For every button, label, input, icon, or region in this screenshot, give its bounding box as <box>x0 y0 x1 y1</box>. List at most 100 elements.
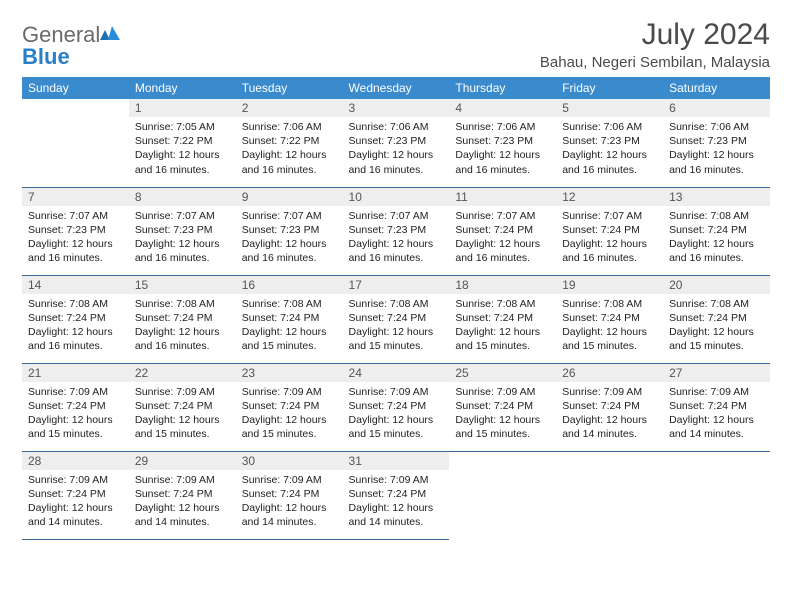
logo-text-blue: Blue <box>22 44 70 69</box>
calendar-day-cell: 12Sunrise: 7:07 AMSunset: 7:24 PMDayligh… <box>556 187 663 275</box>
day-number: 25 <box>449 364 556 382</box>
calendar-day-cell: 17Sunrise: 7:08 AMSunset: 7:24 PMDayligh… <box>343 275 450 363</box>
logo: General Blue <box>22 18 122 68</box>
day-details: Sunrise: 7:09 AMSunset: 7:24 PMDaylight:… <box>22 382 129 446</box>
day-number: 20 <box>663 276 770 294</box>
day-details: Sunrise: 7:09 AMSunset: 7:24 PMDaylight:… <box>22 470 129 534</box>
calendar-day-cell: 31Sunrise: 7:09 AMSunset: 7:24 PMDayligh… <box>343 451 450 539</box>
weekday-header: Saturday <box>663 77 770 99</box>
day-number: 13 <box>663 188 770 206</box>
calendar-day-cell: 30Sunrise: 7:09 AMSunset: 7:24 PMDayligh… <box>236 451 343 539</box>
calendar-day-cell: 7Sunrise: 7:07 AMSunset: 7:23 PMDaylight… <box>22 187 129 275</box>
month-title: July 2024 <box>540 18 770 52</box>
weekday-header: Thursday <box>449 77 556 99</box>
day-number: 6 <box>663 99 770 117</box>
weekday-header: Tuesday <box>236 77 343 99</box>
day-number: 19 <box>556 276 663 294</box>
calendar-week-row: 28Sunrise: 7:09 AMSunset: 7:24 PMDayligh… <box>22 451 770 539</box>
day-number: 26 <box>556 364 663 382</box>
day-details: Sunrise: 7:06 AMSunset: 7:22 PMDaylight:… <box>236 117 343 181</box>
day-number: 29 <box>129 452 236 470</box>
day-details: Sunrise: 7:09 AMSunset: 7:24 PMDaylight:… <box>236 470 343 534</box>
weekday-header-row: SundayMondayTuesdayWednesdayThursdayFrid… <box>22 77 770 99</box>
calendar-day-cell: 25Sunrise: 7:09 AMSunset: 7:24 PMDayligh… <box>449 363 556 451</box>
day-number: 16 <box>236 276 343 294</box>
day-number: 31 <box>343 452 450 470</box>
logo-flag-icon <box>100 24 122 46</box>
day-details: Sunrise: 7:09 AMSunset: 7:24 PMDaylight:… <box>343 382 450 446</box>
day-number: 5 <box>556 99 663 117</box>
calendar-day-cell: 23Sunrise: 7:09 AMSunset: 7:24 PMDayligh… <box>236 363 343 451</box>
day-number: 7 <box>22 188 129 206</box>
header: General Blue July 2024 Bahau, Negeri Sem… <box>22 18 770 71</box>
calendar-day-cell: 20Sunrise: 7:08 AMSunset: 7:24 PMDayligh… <box>663 275 770 363</box>
calendar-week-row: 1Sunrise: 7:05 AMSunset: 7:22 PMDaylight… <box>22 99 770 187</box>
day-details: Sunrise: 7:07 AMSunset: 7:23 PMDaylight:… <box>236 206 343 270</box>
day-number: 15 <box>129 276 236 294</box>
calendar-day-cell: 15Sunrise: 7:08 AMSunset: 7:24 PMDayligh… <box>129 275 236 363</box>
calendar-day-cell: 27Sunrise: 7:09 AMSunset: 7:24 PMDayligh… <box>663 363 770 451</box>
day-number: 17 <box>343 276 450 294</box>
calendar-day-cell: 18Sunrise: 7:08 AMSunset: 7:24 PMDayligh… <box>449 275 556 363</box>
day-number: 24 <box>343 364 450 382</box>
day-number: 14 <box>22 276 129 294</box>
calendar-day-cell: 8Sunrise: 7:07 AMSunset: 7:23 PMDaylight… <box>129 187 236 275</box>
day-number: 12 <box>556 188 663 206</box>
calendar-day-cell: 22Sunrise: 7:09 AMSunset: 7:24 PMDayligh… <box>129 363 236 451</box>
weekday-header: Wednesday <box>343 77 450 99</box>
calendar-day-cell <box>556 451 663 539</box>
day-details: Sunrise: 7:08 AMSunset: 7:24 PMDaylight:… <box>236 294 343 358</box>
day-details: Sunrise: 7:09 AMSunset: 7:24 PMDaylight:… <box>556 382 663 446</box>
calendar-day-cell <box>22 99 129 187</box>
day-number: 27 <box>663 364 770 382</box>
calendar-day-cell: 29Sunrise: 7:09 AMSunset: 7:24 PMDayligh… <box>129 451 236 539</box>
calendar-day-cell: 19Sunrise: 7:08 AMSunset: 7:24 PMDayligh… <box>556 275 663 363</box>
calendar-day-cell: 16Sunrise: 7:08 AMSunset: 7:24 PMDayligh… <box>236 275 343 363</box>
calendar-week-row: 7Sunrise: 7:07 AMSunset: 7:23 PMDaylight… <box>22 187 770 275</box>
day-details: Sunrise: 7:09 AMSunset: 7:24 PMDaylight:… <box>663 382 770 446</box>
day-details: Sunrise: 7:06 AMSunset: 7:23 PMDaylight:… <box>449 117 556 181</box>
calendar-day-cell: 6Sunrise: 7:06 AMSunset: 7:23 PMDaylight… <box>663 99 770 187</box>
title-block: July 2024 Bahau, Negeri Sembilan, Malays… <box>540 18 770 71</box>
day-details: Sunrise: 7:08 AMSunset: 7:24 PMDaylight:… <box>449 294 556 358</box>
weekday-header: Sunday <box>22 77 129 99</box>
day-number: 11 <box>449 188 556 206</box>
day-number: 3 <box>343 99 450 117</box>
calendar-day-cell: 13Sunrise: 7:08 AMSunset: 7:24 PMDayligh… <box>663 187 770 275</box>
day-details: Sunrise: 7:09 AMSunset: 7:24 PMDaylight:… <box>449 382 556 446</box>
day-number: 21 <box>22 364 129 382</box>
calendar-day-cell: 5Sunrise: 7:06 AMSunset: 7:23 PMDaylight… <box>556 99 663 187</box>
calendar-week-row: 14Sunrise: 7:08 AMSunset: 7:24 PMDayligh… <box>22 275 770 363</box>
calendar-week-row: 21Sunrise: 7:09 AMSunset: 7:24 PMDayligh… <box>22 363 770 451</box>
day-number: 2 <box>236 99 343 117</box>
weekday-header: Friday <box>556 77 663 99</box>
day-details: Sunrise: 7:05 AMSunset: 7:22 PMDaylight:… <box>129 117 236 181</box>
calendar-day-cell: 1Sunrise: 7:05 AMSunset: 7:22 PMDaylight… <box>129 99 236 187</box>
day-number: 8 <box>129 188 236 206</box>
day-details: Sunrise: 7:08 AMSunset: 7:24 PMDaylight:… <box>22 294 129 358</box>
location: Bahau, Negeri Sembilan, Malaysia <box>540 54 770 71</box>
day-number: 23 <box>236 364 343 382</box>
day-details: Sunrise: 7:06 AMSunset: 7:23 PMDaylight:… <box>663 117 770 181</box>
day-details: Sunrise: 7:09 AMSunset: 7:24 PMDaylight:… <box>129 382 236 446</box>
calendar-day-cell: 9Sunrise: 7:07 AMSunset: 7:23 PMDaylight… <box>236 187 343 275</box>
day-details: Sunrise: 7:07 AMSunset: 7:23 PMDaylight:… <box>343 206 450 270</box>
day-number: 4 <box>449 99 556 117</box>
day-details: Sunrise: 7:09 AMSunset: 7:24 PMDaylight:… <box>236 382 343 446</box>
day-number: 22 <box>129 364 236 382</box>
day-number: 1 <box>129 99 236 117</box>
day-details: Sunrise: 7:08 AMSunset: 7:24 PMDaylight:… <box>663 206 770 270</box>
calendar-day-cell <box>449 451 556 539</box>
calendar-table: SundayMondayTuesdayWednesdayThursdayFrid… <box>22 77 770 540</box>
weekday-header: Monday <box>129 77 236 99</box>
calendar-day-cell: 21Sunrise: 7:09 AMSunset: 7:24 PMDayligh… <box>22 363 129 451</box>
day-details: Sunrise: 7:07 AMSunset: 7:24 PMDaylight:… <box>449 206 556 270</box>
calendar-day-cell: 10Sunrise: 7:07 AMSunset: 7:23 PMDayligh… <box>343 187 450 275</box>
day-details: Sunrise: 7:07 AMSunset: 7:23 PMDaylight:… <box>22 206 129 270</box>
day-details: Sunrise: 7:08 AMSunset: 7:24 PMDaylight:… <box>556 294 663 358</box>
calendar-day-cell: 11Sunrise: 7:07 AMSunset: 7:24 PMDayligh… <box>449 187 556 275</box>
day-number: 30 <box>236 452 343 470</box>
day-details: Sunrise: 7:09 AMSunset: 7:24 PMDaylight:… <box>343 470 450 534</box>
calendar-day-cell: 14Sunrise: 7:08 AMSunset: 7:24 PMDayligh… <box>22 275 129 363</box>
day-details: Sunrise: 7:07 AMSunset: 7:23 PMDaylight:… <box>129 206 236 270</box>
